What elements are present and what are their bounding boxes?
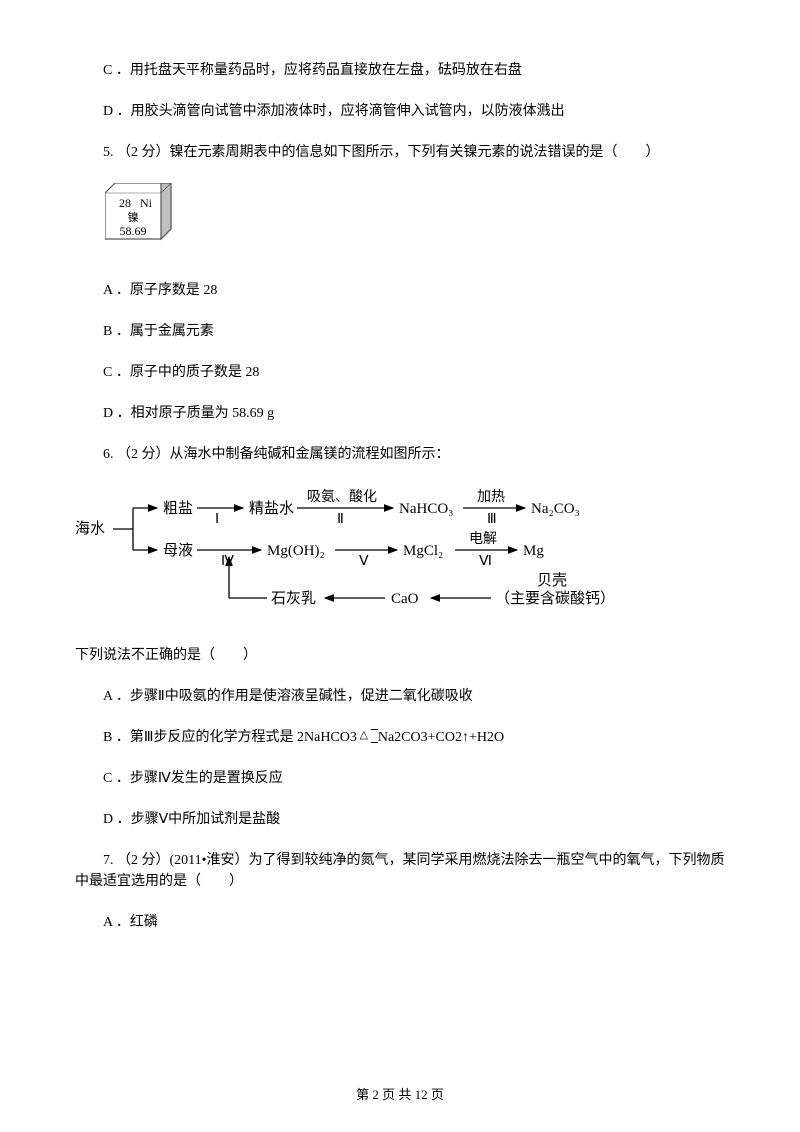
flow-diagram: 海水 粗盐 Ⅰ 精盐水 吸氨、酸化 Ⅱ NaHCO₃ 加热 Ⅲ Na₂CO₃ 母…	[75, 485, 725, 630]
svg-text:Na₂CO₃: Na₂CO₃	[531, 501, 580, 517]
svg-text:（主要含碳酸钙）: （主要含碳酸钙）	[495, 590, 615, 607]
page-footer: 第 2 页 共 12 页	[0, 1085, 800, 1105]
svg-text:石灰乳: 石灰乳	[271, 590, 316, 607]
delta-icon: △	[357, 729, 371, 741]
q6-below: 下列说法不正确的是（ ）	[75, 645, 725, 666]
svg-text:粗盐: 粗盐	[163, 500, 193, 517]
svg-text:电解: 电解	[469, 531, 497, 547]
q6-option-b: B ．第Ⅲ步反应的化学方程式是 2NaHCO3 △ Na2CO3+CO2↑+H2…	[75, 727, 725, 748]
svg-text:贝壳: 贝壳	[537, 572, 567, 589]
element-symbol: Ni	[140, 196, 153, 210]
q5-option-c: C ．原子中的质子数是 28	[75, 362, 725, 383]
svg-text:海水: 海水	[75, 520, 105, 537]
svg-text:Ⅱ: Ⅱ	[337, 512, 344, 527]
q5-stem: 5. （2 分）镍在元素周期表中的信息如下图所示，下列有关镍元素的说法错误的是（…	[75, 142, 725, 163]
q4-option-c: C ．用托盘天平称量药品时，应将药品直接放在左盘，砝码放在右盘	[75, 60, 725, 81]
svg-text:MgCl₂: MgCl₂	[403, 543, 443, 559]
q5-option-a: A ．原子序数是 28	[75, 280, 725, 301]
q7-stem: 7. （2 分）(2011•淮安）为了得到较纯净的氮气，某同学采用燃烧法除去一瓶…	[75, 850, 725, 892]
q7-option-a: A ．红磷	[75, 912, 725, 933]
q5-option-b: B ．属于金属元素	[75, 321, 725, 342]
svg-text:加热: 加热	[477, 489, 505, 505]
svg-text:CaO: CaO	[391, 591, 419, 607]
element-mass: 58.69	[120, 224, 147, 238]
svg-text:Mg(OH)₂: Mg(OH)₂	[267, 543, 325, 559]
svg-text:Ⅵ: Ⅵ	[479, 554, 492, 569]
svg-text:吸氨、酸化: 吸氨、酸化	[307, 489, 377, 505]
q6-option-d: D ．步骤Ⅴ中所加试剂是盐酸	[75, 809, 725, 830]
q5-option-d: D ．相对原子质量为 58.69 g	[75, 403, 725, 424]
svg-text:Ⅴ: Ⅴ	[359, 554, 369, 569]
periodic-element-box: 28 Ni 镍 58.69	[105, 183, 191, 251]
element-name: 镍	[128, 210, 139, 224]
q6-option-c: C ．步骤Ⅳ发生的是置换反应	[75, 768, 725, 789]
q4-option-d: D ．用胶头滴管向试管中添加液体时，应将滴管伸入试管内，以防液体溅出	[75, 101, 725, 122]
svg-text:精盐水: 精盐水	[249, 500, 294, 517]
q6-optb-pre: B ．第Ⅲ步反应的化学方程式是 2NaHCO3	[103, 730, 357, 745]
q6-optb-post: Na2CO3+CO2↑+H2O	[378, 730, 504, 745]
svg-text:Ⅲ: Ⅲ	[487, 512, 497, 527]
q6-option-a: A ．步骤Ⅱ中吸氨的作用是使溶液呈碱性，促进二氧化碳吸收	[75, 686, 725, 707]
svg-text:Ⅰ: Ⅰ	[215, 512, 219, 527]
svg-text:Ⅳ: Ⅳ	[221, 554, 234, 569]
svg-text:NaHCO₃: NaHCO₃	[399, 501, 453, 517]
element-number: 28	[119, 196, 131, 210]
svg-text:母液: 母液	[163, 542, 193, 559]
q6-stem: 6. （2 分）从海水中制备纯碱和金属镁的流程如图所示：	[75, 444, 725, 465]
svg-text:Mg: Mg	[523, 543, 544, 559]
